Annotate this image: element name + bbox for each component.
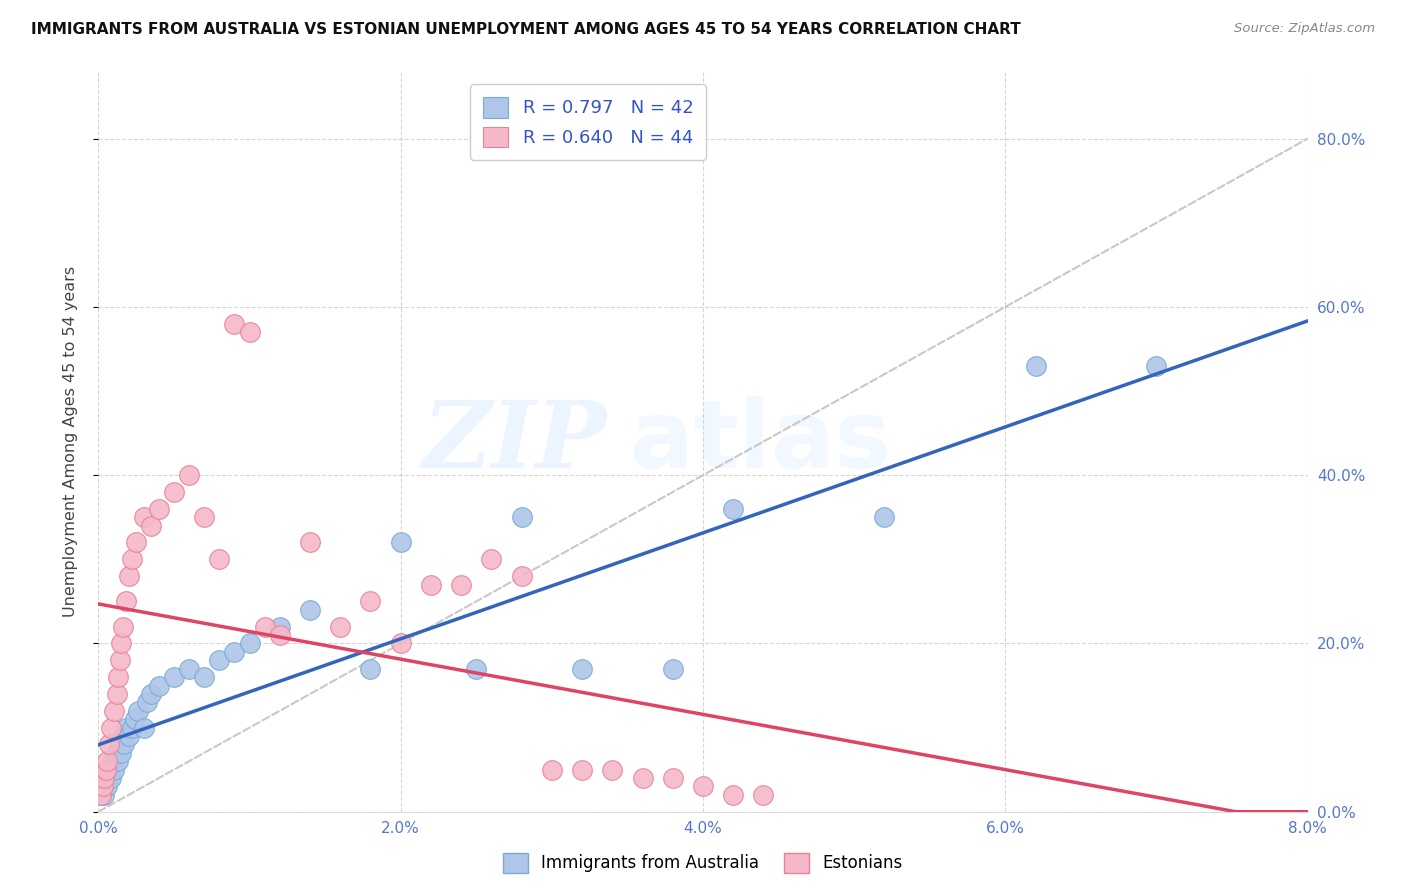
- Point: [100, 721, 122, 735]
- Point: [103, 763, 125, 777]
- Point: [179, 662, 201, 676]
- Point: [540, 763, 562, 777]
- Point: [107, 754, 129, 768]
- Point: [96, 780, 118, 794]
- Point: [224, 317, 246, 331]
- Point: [163, 485, 186, 500]
- Point: [752, 788, 775, 802]
- Point: [132, 721, 155, 735]
- Point: [93, 771, 115, 785]
- Point: [723, 788, 745, 802]
- Point: [723, 501, 745, 516]
- Point: [101, 754, 124, 768]
- Point: [94, 763, 117, 777]
- Point: [127, 704, 149, 718]
- Point: [118, 729, 141, 743]
- Point: [389, 636, 412, 650]
- Point: [873, 510, 896, 524]
- Point: [98, 738, 121, 752]
- Point: [571, 662, 593, 676]
- Text: ZIP: ZIP: [422, 397, 606, 486]
- Point: [111, 729, 134, 743]
- Point: [114, 594, 136, 608]
- Point: [253, 619, 276, 633]
- Point: [360, 662, 382, 676]
- Point: [105, 687, 128, 701]
- Point: [135, 695, 157, 709]
- Point: [571, 763, 593, 777]
- Point: [510, 510, 533, 524]
- Point: [112, 738, 135, 752]
- Point: [98, 763, 121, 777]
- Point: [661, 771, 683, 785]
- Point: [148, 501, 170, 516]
- Point: [269, 619, 291, 633]
- Point: [111, 619, 134, 633]
- Point: [360, 594, 382, 608]
- Point: [661, 662, 683, 676]
- Point: [450, 577, 472, 591]
- Point: [631, 771, 654, 785]
- Point: [193, 670, 215, 684]
- Point: [114, 721, 136, 735]
- Point: [90, 788, 112, 802]
- Point: [94, 771, 117, 785]
- Point: [179, 468, 201, 483]
- Text: atlas: atlas: [630, 395, 891, 488]
- Point: [91, 780, 114, 794]
- Point: [141, 687, 163, 701]
- Legend: R = 0.797   N = 42, R = 0.640   N = 44: R = 0.797 N = 42, R = 0.640 N = 44: [470, 84, 706, 160]
- Point: [1146, 359, 1168, 373]
- Point: [224, 645, 246, 659]
- Point: [107, 670, 129, 684]
- Point: [510, 569, 533, 583]
- Point: [141, 518, 163, 533]
- Point: [193, 510, 215, 524]
- Point: [121, 552, 143, 566]
- Point: [269, 628, 291, 642]
- Text: IMMIGRANTS FROM AUSTRALIA VS ESTONIAN UNEMPLOYMENT AMONG AGES 45 TO 54 YEARS COR: IMMIGRANTS FROM AUSTRALIA VS ESTONIAN UN…: [31, 22, 1021, 37]
- Point: [96, 754, 118, 768]
- Point: [125, 535, 148, 549]
- Point: [239, 636, 262, 650]
- Point: [208, 552, 231, 566]
- Point: [110, 746, 132, 760]
- Point: [1025, 359, 1047, 373]
- Point: [239, 325, 262, 339]
- Point: [329, 619, 352, 633]
- Point: [481, 552, 503, 566]
- Point: [692, 780, 714, 794]
- Point: [118, 569, 141, 583]
- Point: [602, 763, 624, 777]
- Point: [389, 535, 412, 549]
- Point: [420, 577, 443, 591]
- Point: [100, 771, 122, 785]
- Point: [108, 653, 131, 667]
- Point: [93, 788, 115, 802]
- Point: [91, 780, 114, 794]
- Point: [90, 788, 112, 802]
- Text: Source: ZipAtlas.com: Source: ZipAtlas.com: [1234, 22, 1375, 36]
- Point: [299, 535, 322, 549]
- Point: [105, 746, 128, 760]
- Point: [103, 704, 125, 718]
- Point: [148, 679, 170, 693]
- Point: [108, 738, 131, 752]
- Point: [208, 653, 231, 667]
- Point: [299, 603, 322, 617]
- Point: [124, 712, 146, 726]
- Point: [110, 636, 132, 650]
- Point: [465, 662, 488, 676]
- Legend: Immigrants from Australia, Estonians: Immigrants from Australia, Estonians: [496, 847, 910, 880]
- Point: [132, 510, 155, 524]
- Point: [121, 721, 143, 735]
- Y-axis label: Unemployment Among Ages 45 to 54 years: Unemployment Among Ages 45 to 54 years: [63, 266, 77, 617]
- Point: [163, 670, 186, 684]
